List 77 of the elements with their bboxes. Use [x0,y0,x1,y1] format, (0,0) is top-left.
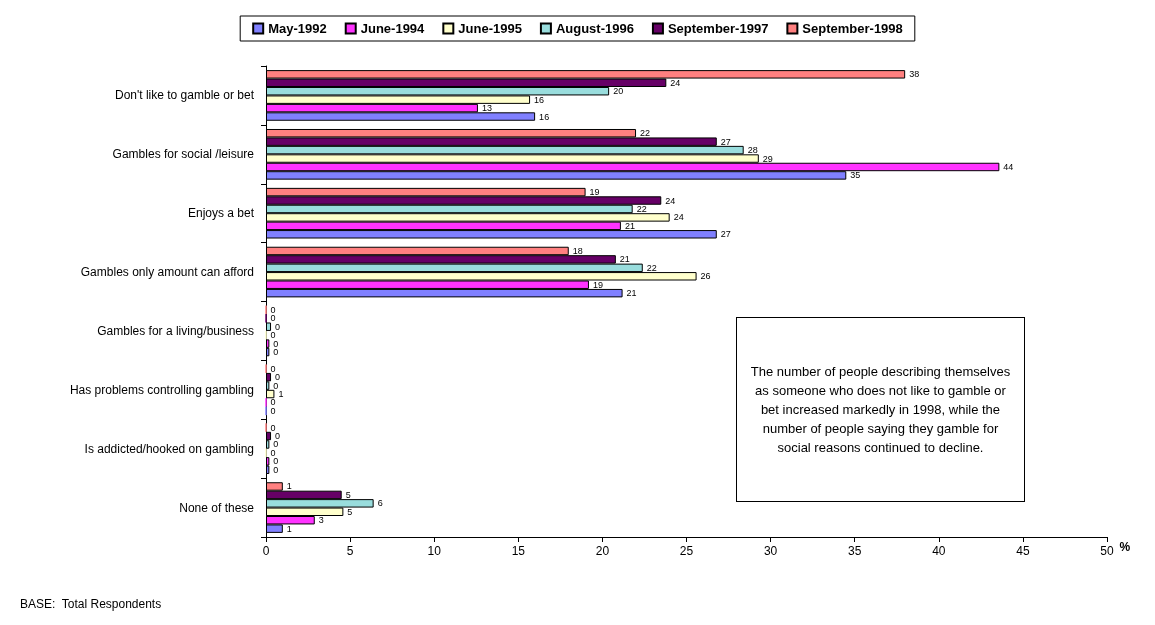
y-tick-label: None of these [179,500,255,515]
text-box: The number of people describing themselves as someone who does not like to gamble or bet increased markedly in 1998, while the number of people saying they gamble for social reasons continued to decline. [736,317,1025,502]
data-label: 6 [377,498,383,509]
data-label: 22 [646,262,657,273]
x-tick-label: 50 [1100,544,1114,558]
data-label: 19 [589,187,600,198]
x-tick-label: 40 [932,544,946,558]
data-label: 0 [270,304,276,315]
legend-label: September-1998 [802,21,903,36]
data-label: 19 [592,279,603,290]
data-label: 27 [720,136,731,147]
data-label: 22 [640,128,651,139]
x-axis-title: % [1119,540,1131,554]
data-label: 0 [273,456,279,467]
data-label: 28 [747,145,758,156]
y-tick-label: Don't like to gamble or bet [114,88,255,103]
bar [266,322,272,331]
y-tick-label: Gambles for a living/business [97,323,254,338]
data-label: 21 [624,220,635,231]
data-label: 3 [318,515,324,526]
data-label: 5 [347,506,353,517]
data-label: 0 [270,422,276,433]
x-tick-label: 0 [262,544,270,558]
y-tick-label: Gambles for social /leisure [112,147,255,162]
data-label: 1 [286,481,292,492]
data-label: 26 [700,271,711,282]
data-label: 21 [619,254,630,265]
x-tick-label: 45 [1016,544,1030,558]
data-label: 0 [270,397,276,408]
data-label: 0 [273,347,279,358]
data-label: 0 [270,330,276,341]
data-label: 0 [270,447,276,458]
data-label: 16 [534,94,545,105]
data-label: 1 [286,523,292,534]
y-tick-label: Gambles only amount can afford [80,265,254,280]
data-label: 0 [273,464,279,475]
y-tick-label: Is addicted/hooked on gambling [84,441,254,456]
x-tick-label: 10 [427,544,442,558]
data-label: 38 [909,69,920,80]
data-label: 0 [273,380,279,391]
data-label: 27 [720,229,731,240]
x-tick-label: 20 [595,544,610,558]
data-label: 16 [539,111,550,122]
data-label: 35 [850,170,861,181]
legend-label: June-1995 [458,21,522,36]
data-label: 18 [572,245,583,256]
text: BASE: Total Respondents [20,597,162,611]
data-label: 0 [270,313,276,324]
legend-label: June-1994 [360,21,426,36]
data-label: 44 [1003,161,1014,172]
data-label: 0 [270,363,276,374]
data-label: 0 [273,338,279,349]
data-label: 0 [275,372,281,383]
x-tick-label: 25 [679,544,694,558]
x-tick-label: 5 [346,544,354,558]
y-tick-label: Enjoys a bet [187,206,255,221]
x-tick-label: 35 [848,544,862,558]
data-label: 0 [275,431,281,442]
y-tick-label: Has problems controlling gambling [69,382,254,397]
data-label: 1 [278,389,284,400]
data-label: 0 [270,405,276,416]
data-label: 5 [345,489,351,500]
data-label: 0 [275,321,281,332]
data-label: 29 [762,153,773,164]
data-label: 24 [673,212,684,223]
x-tick-label: 15 [511,544,526,558]
legend-label: August-1996 [555,21,634,36]
legend-label: May-1992 [268,21,327,36]
data-label: 22 [636,203,647,214]
x-tick-label: 30 [763,544,778,558]
data-label: 0 [273,439,279,450]
data-label: 20 [613,86,624,97]
data-label: 21 [626,288,637,299]
data-label: 13 [481,103,492,114]
data-label: 24 [665,195,676,206]
data-label: 24 [670,77,681,88]
legend-label: September-1997 [667,21,769,36]
